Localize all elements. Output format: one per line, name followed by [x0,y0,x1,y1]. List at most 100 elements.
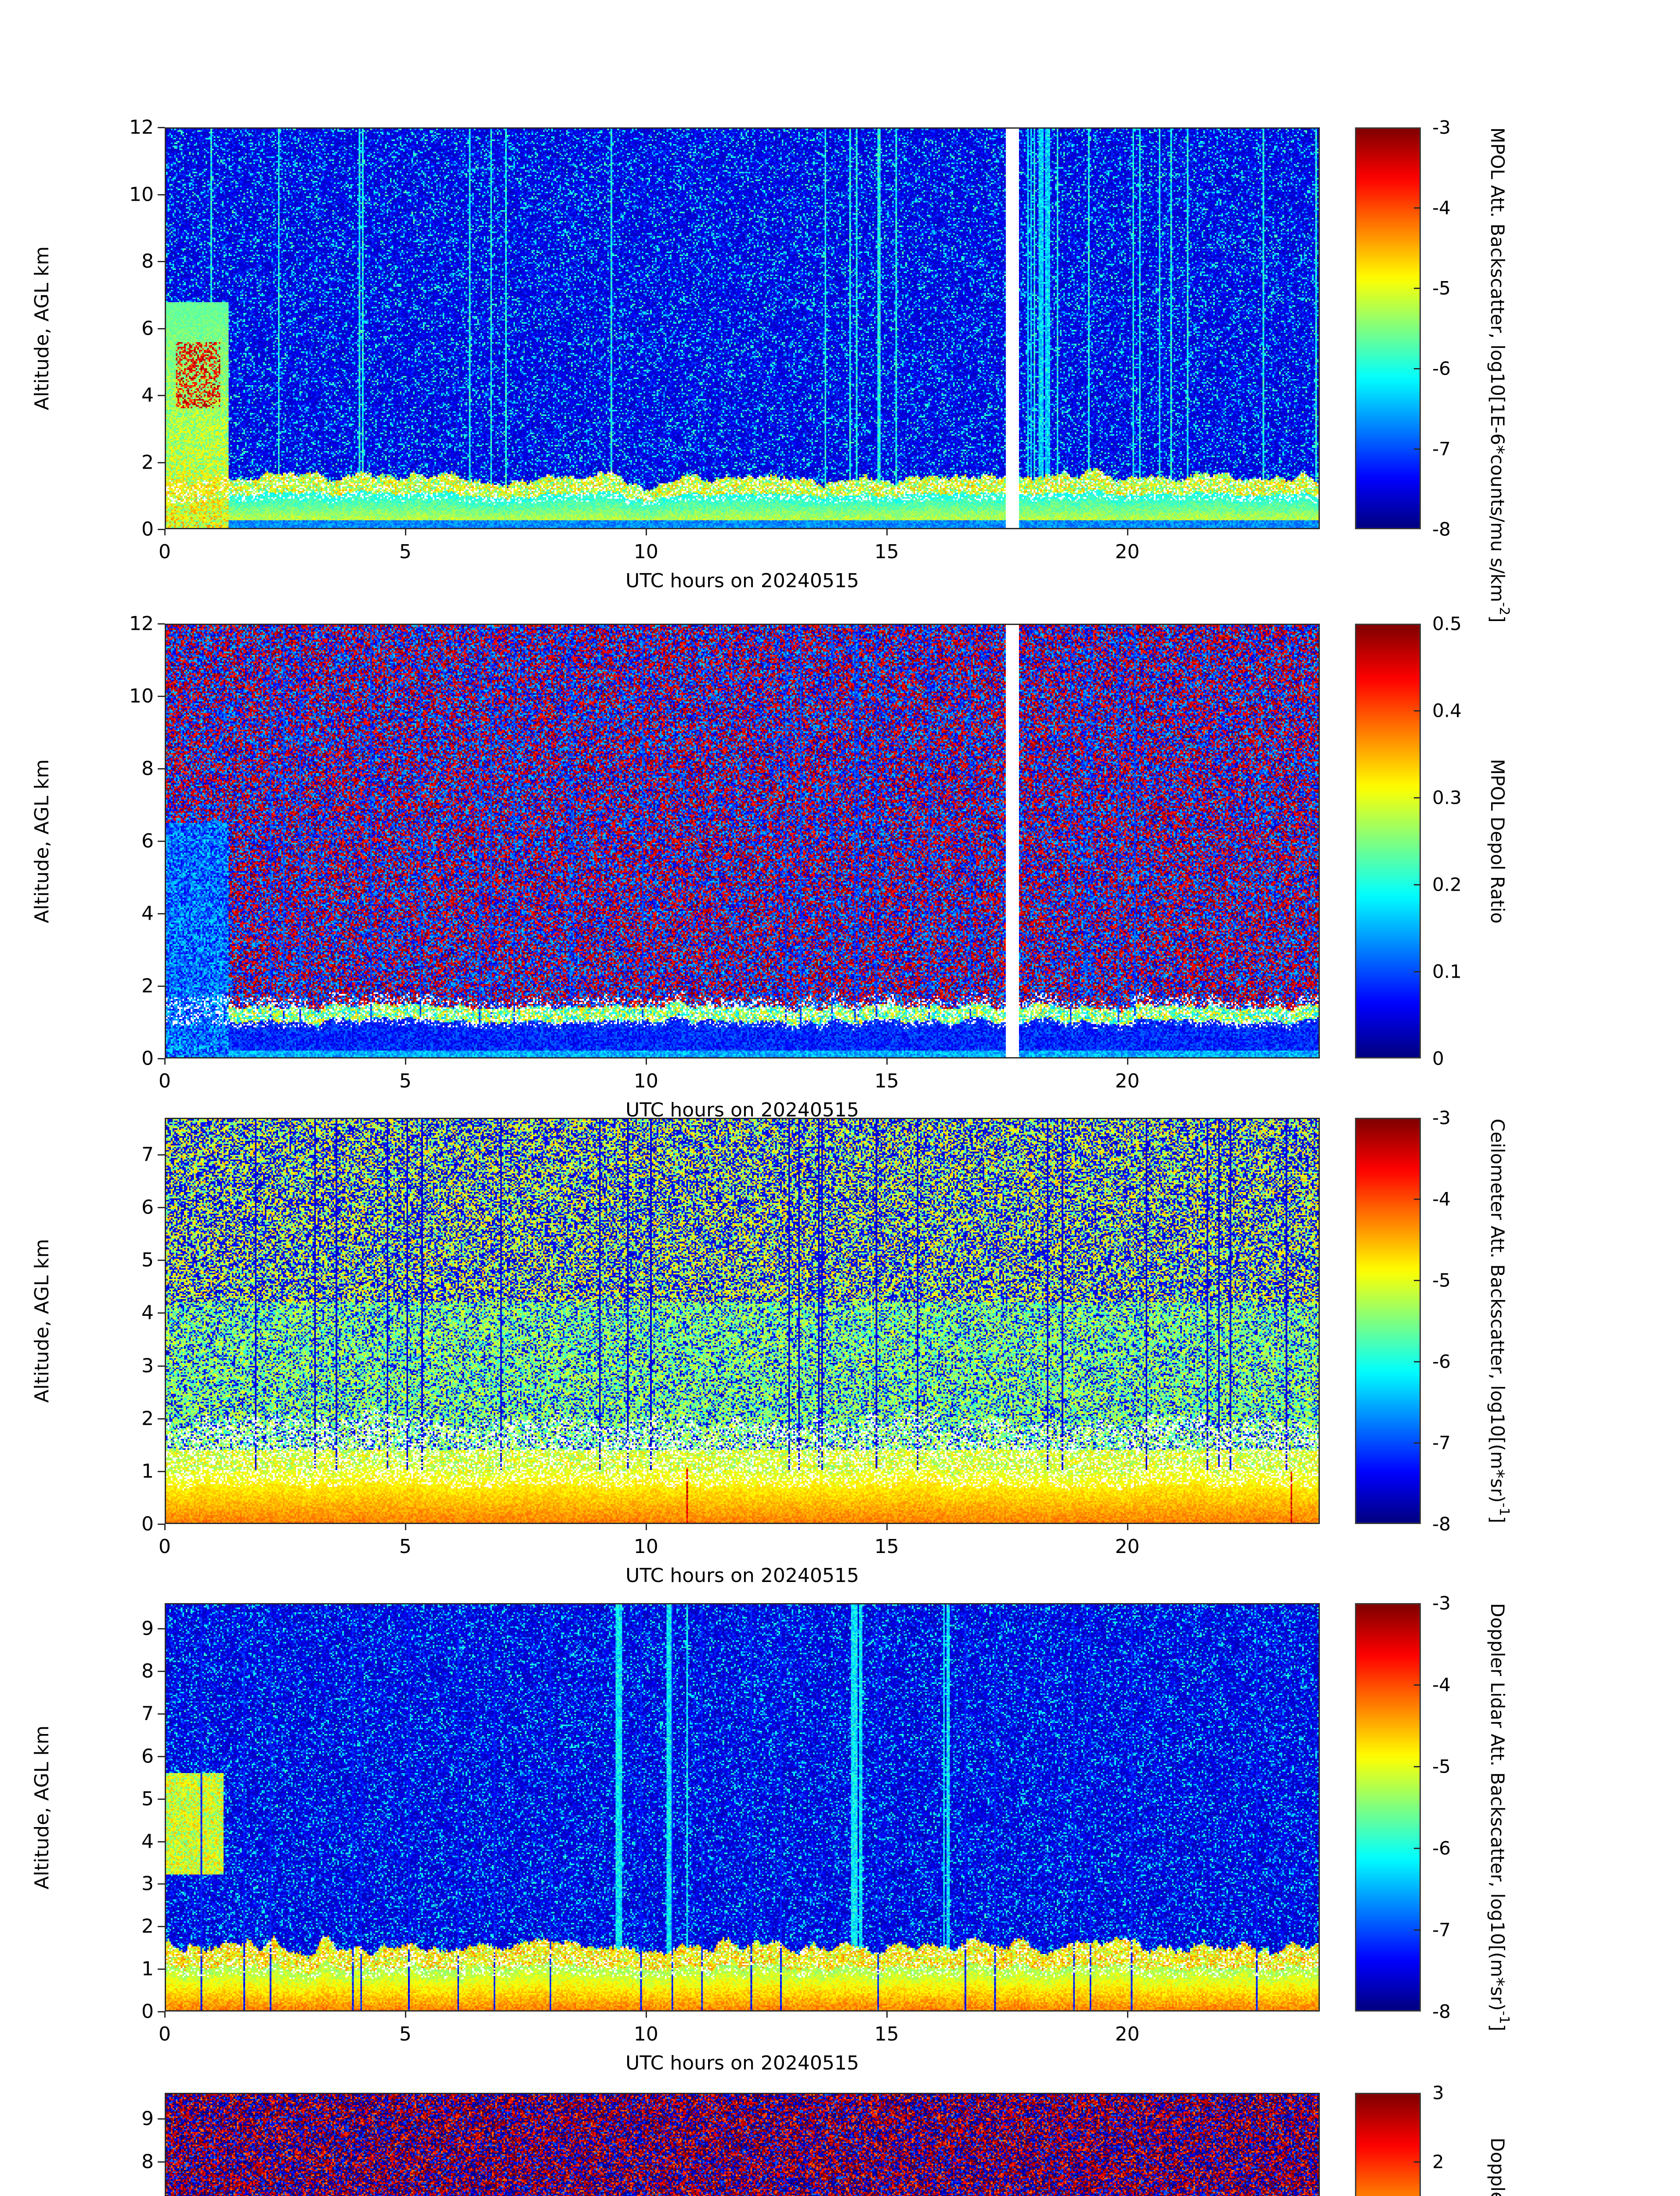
colorbar-tick-label: 3 [1432,2082,1444,2104]
colorbar-tick-label: -6 [1432,1837,1451,1859]
y-axis-tick-label: 1 [141,1958,154,1980]
colorbar-tick-mark [1414,971,1421,972]
colorbar-gradient-1 [1356,625,1420,1057]
colorbar-tick-mark [1414,288,1421,289]
colorbar-tick-label: -7 [1432,438,1451,460]
colorbar-label-3: Doppler Lidar Att. Backscatter, log10[(m… [1487,1603,1512,2031]
colorbar-tick-mark [1414,1442,1421,1444]
heatmap-canvas-1 [166,625,1319,1057]
y-axis-tick-mark [158,529,165,530]
colorbar-tick-label: 2 [1432,2151,1444,2173]
y-axis-tick-mark [158,1926,165,1928]
y-axis-label-4: Altitude, AGL km [31,2093,53,2196]
x-axis-tick-label: 15 [874,2023,899,2045]
heatmap-plot-area-4[interactable] [165,2093,1320,2196]
y-axis-tick-mark [158,2118,165,2120]
colorbar-tick-label: -5 [1432,277,1451,299]
colorbar-tick-label: 0.3 [1432,787,1462,809]
x-axis-tick-label: 20 [1115,2023,1140,2045]
colorbar-tick-mark [1414,1929,1421,1931]
x-axis-tick-mark [1127,1058,1128,1065]
x-axis-tick-mark [164,529,166,535]
y-axis-tick-mark [158,1058,165,1059]
y-axis-label-1: Altitude, AGL km [31,759,53,923]
heatmap-canvas-3 [166,1604,1319,2010]
x-axis-label-0: UTC hours on 20240515 [625,570,859,592]
y-axis-tick-label: 2 [141,451,154,473]
y-axis-tick-label: 6 [141,830,154,852]
colorbar-tick-label: -8 [1432,1513,1451,1535]
x-axis-tick-label: 20 [1115,1070,1140,1092]
colorbar-tick-label: -4 [1432,1188,1451,1210]
x-axis-tick-mark [405,529,406,535]
heatmap-canvas-2 [166,1119,1319,1523]
y-axis-label-3: Altitude, AGL km [31,1725,53,1889]
x-axis-tick-mark [405,2012,406,2018]
x-axis-tick-mark [645,1058,647,1065]
y-axis-tick-mark [158,623,165,625]
heatmap-plot-area-2[interactable] [165,1118,1320,1524]
colorbar-tick-mark [1414,2161,1421,2163]
y-axis-tick-label: 5 [141,1249,154,1271]
colorbar-gradient-3 [1356,1604,1420,2010]
y-axis-tick-mark [158,1470,165,1472]
x-axis-tick-label: 0 [159,1070,171,1092]
y-axis-tick-mark [158,1524,165,1525]
heatmap-plot-area-3[interactable] [165,1603,1320,2012]
colorbar-1 [1355,624,1421,1058]
y-axis-tick-label: 0 [141,518,154,541]
x-axis-tick-label: 10 [633,1070,658,1092]
colorbar-label-2: Ceilometer Att. Backscatter, log10[(m*sr… [1487,1118,1512,1524]
y-axis-tick-mark [158,1798,165,1800]
colorbar-tick-mark [1414,1199,1421,1200]
y-axis-tick-label: 6 [141,1196,154,1219]
y-axis-tick-label: 12 [129,116,154,139]
y-axis-tick-mark [158,1841,165,1842]
y-axis-tick-label: 12 [129,612,154,635]
x-axis-tick-mark [164,1058,166,1065]
colorbar-tick-label: -8 [1432,518,1451,540]
y-axis-tick-label: 8 [141,1660,154,1683]
y-axis-tick-label: 8 [141,250,154,273]
x-axis-tick-mark [886,1524,888,1530]
colorbar-tick-label: -8 [1432,2001,1451,2023]
y-axis-tick-mark [158,1260,165,1261]
colorbar-tick-mark [1414,448,1421,450]
x-axis-tick-label: 15 [874,1070,899,1092]
y-axis-tick-label: 6 [141,1745,154,1768]
y-axis-tick-label: 4 [141,1830,154,1853]
y-axis-tick-mark [158,1365,165,1367]
x-axis-tick-mark [886,1058,888,1065]
y-axis-tick-label: 7 [97,2193,154,2196]
x-axis-tick-label: 10 [633,1535,658,1558]
colorbar-tick-label: -3 [1432,116,1451,138]
x-axis-tick-mark [1127,529,1128,535]
x-axis-tick-mark [405,1058,406,1065]
y-axis-tick-mark [158,1671,165,1672]
heatmap-plot-area-1[interactable] [165,624,1320,1058]
y-axis-tick-mark [158,1418,165,1419]
y-axis-tick-mark [158,768,165,769]
heatmap-plot-area-0[interactable] [165,127,1320,529]
y-axis-tick-label: 9 [141,2107,154,2130]
x-axis-tick-mark [645,2012,647,2018]
y-axis-tick-mark [158,2011,165,2012]
y-axis-tick-label: 4 [141,384,154,407]
colorbar-tick-label: -3 [1432,1107,1451,1129]
colorbar-tick-label: 0.4 [1432,700,1462,722]
colorbar-tick-label: 0.1 [1432,961,1462,982]
colorbar-4 [1355,2093,1421,2196]
heatmap-canvas-4 [166,2094,1319,2196]
y-axis-label-0: Altitude, AGL km [31,246,53,411]
colorbar-tick-label: -5 [1432,1755,1451,1777]
y-axis-tick-mark [158,986,165,987]
y-axis-tick-mark [158,1968,165,1970]
y-axis-tick-mark [158,1755,165,1757]
colorbar-gradient-4 [1356,2094,1420,2196]
y-axis-tick-label: 10 [129,685,154,708]
y-axis-tick-label: 8 [141,2150,154,2173]
x-axis-tick-label: 15 [874,541,899,563]
y-axis-tick-label: 10 [129,183,154,206]
y-axis-tick-label: 0 [141,1513,154,1535]
